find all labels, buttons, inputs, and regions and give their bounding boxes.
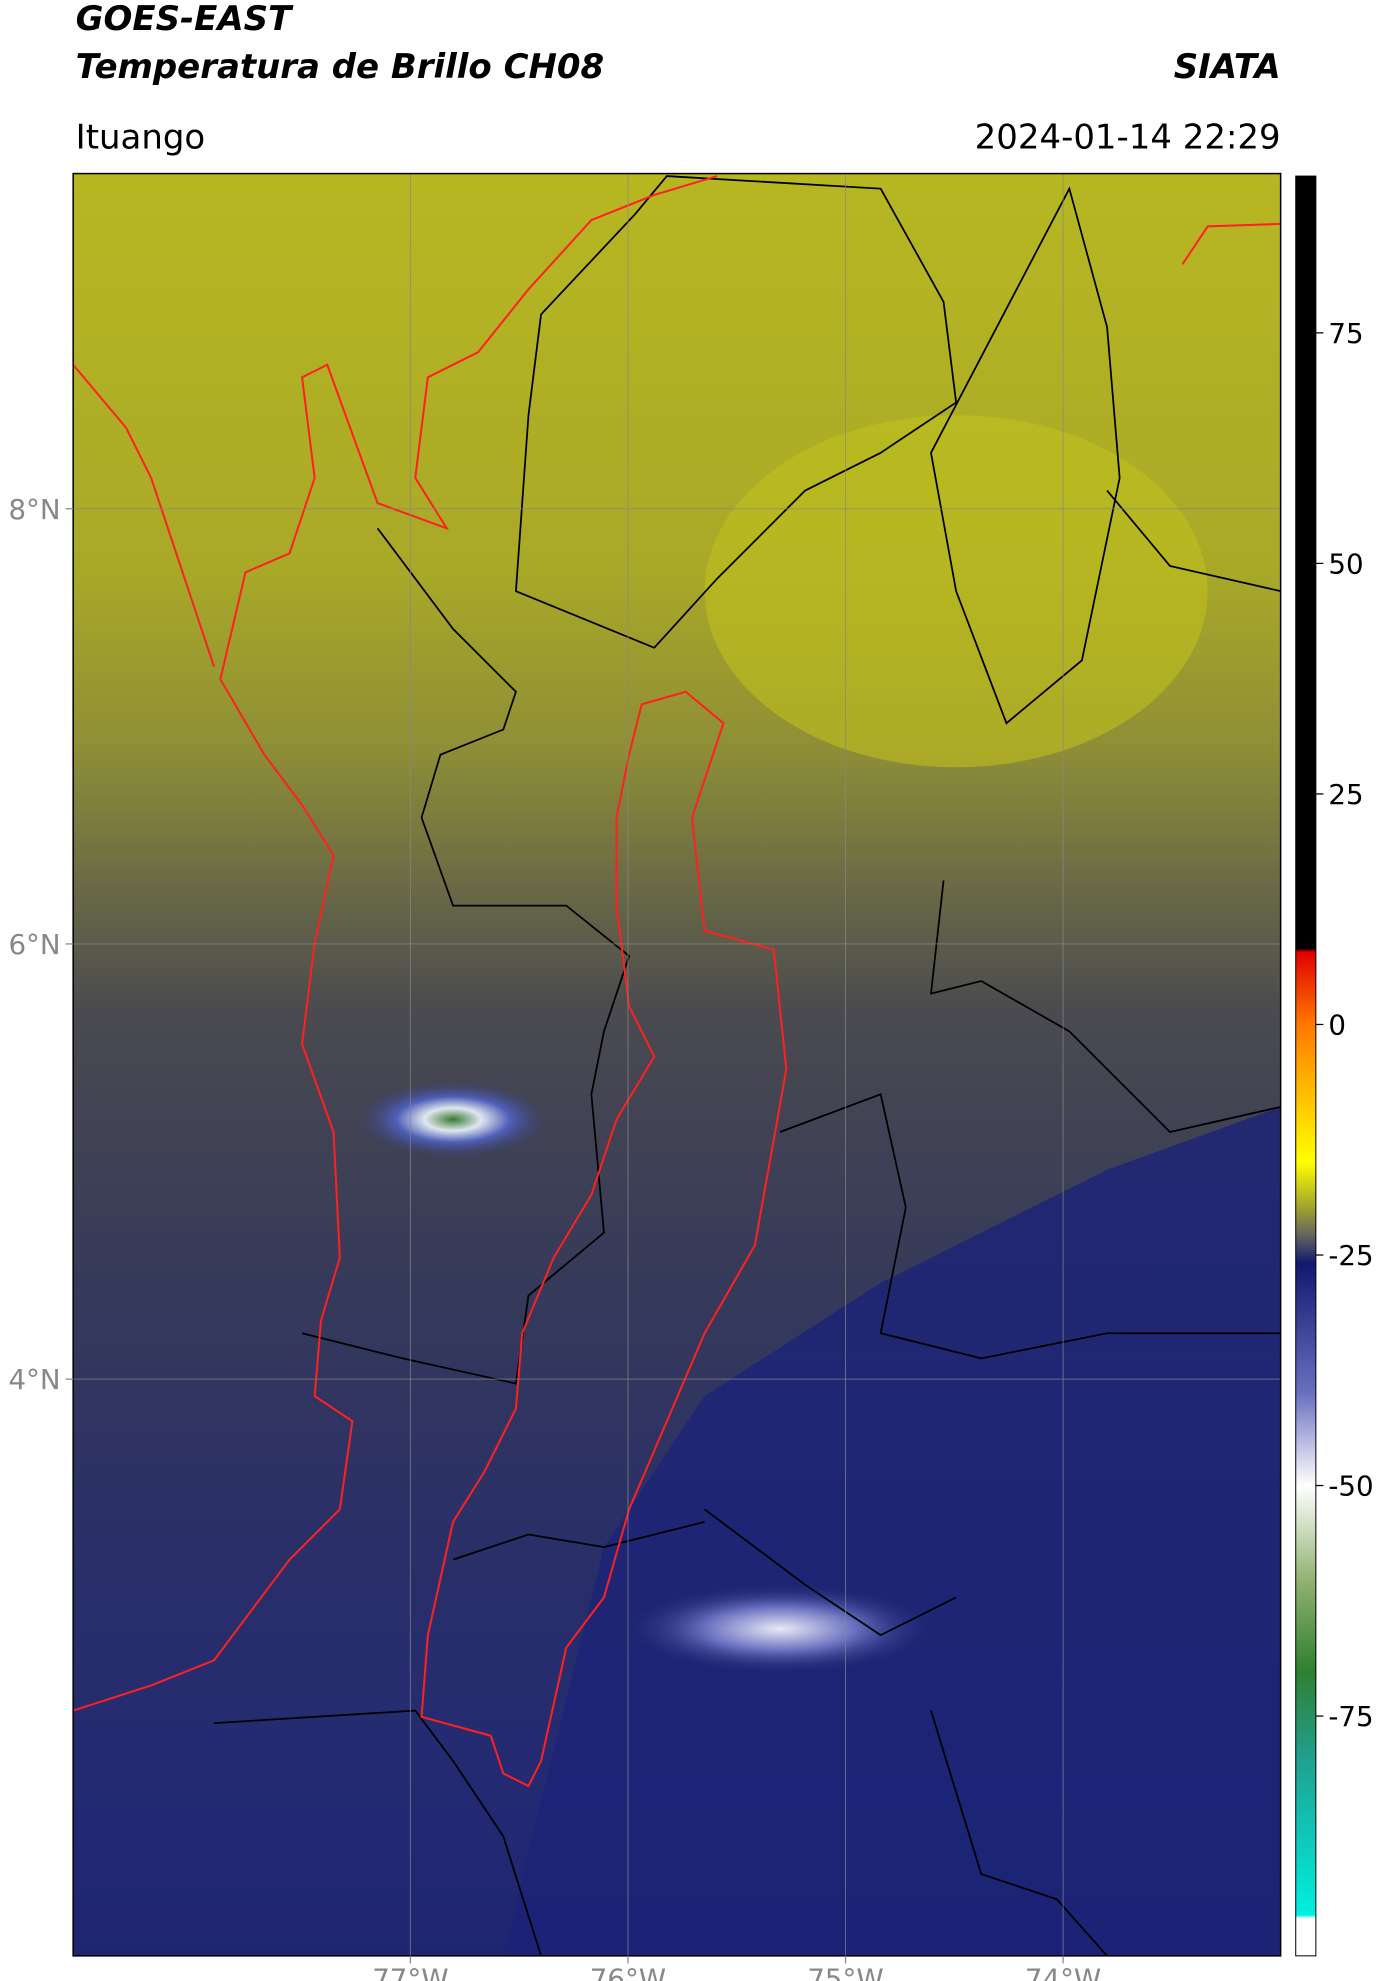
grid [73, 173, 1281, 1956]
y-tick-label: 8°N [8, 493, 60, 526]
colorbar-tick-label: -75 [1328, 1700, 1373, 1733]
x-tick-label: 75°W [807, 1963, 883, 1981]
region-outline [420, 690, 788, 1788]
coastline [73, 175, 1281, 1712]
colorbar-tick-label: -50 [1328, 1470, 1373, 1503]
cold-region [503, 1106, 1281, 1956]
borders [213, 175, 1281, 1956]
datetime: 2024-01-14 22:29 [975, 117, 1281, 157]
colorbar-tick-label: 25 [1328, 778, 1363, 811]
x-tick-label: 77°W [372, 1963, 448, 1981]
colorbar-tick-label: 0 [1328, 1009, 1346, 1042]
location: Ituango [76, 117, 206, 157]
colorbar-tick-label: 75 [1328, 317, 1363, 350]
title-line1: GOES-EAST [76, 0, 294, 39]
x-tick-label: 74°W [1025, 1963, 1101, 1981]
x-tick-label: 76°W [590, 1963, 666, 1981]
source: SIATA [1174, 47, 1281, 87]
convective-cell [358, 1081, 548, 1158]
colorbar [1295, 175, 1317, 1957]
y-tick-label: 6°N [8, 928, 60, 961]
map-frame [72, 172, 1282, 1957]
satellite-image [73, 173, 1281, 1956]
colorbar-tick-label: -25 [1328, 1239, 1373, 1272]
y-tick-label: 4°N [8, 1363, 60, 1396]
title-line2: Temperatura de Brillo CH08 [76, 47, 604, 87]
convective-cell [629, 1584, 931, 1673]
colorbar-tick-label: 50 [1328, 547, 1363, 580]
